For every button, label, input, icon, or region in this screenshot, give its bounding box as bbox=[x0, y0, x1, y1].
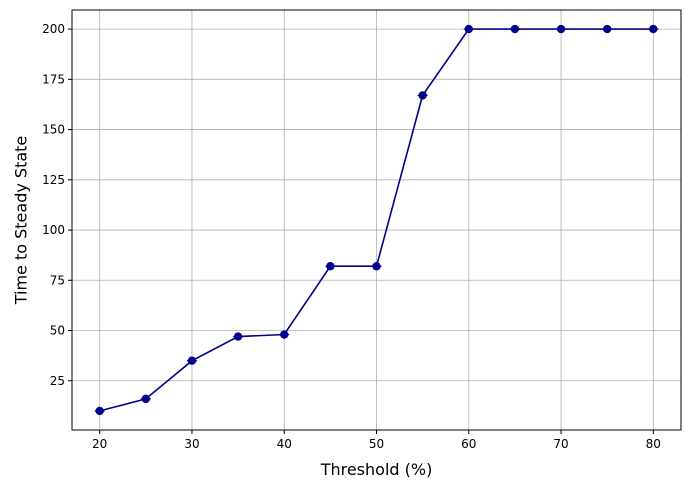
y-tick-label: 75 bbox=[50, 273, 65, 287]
ticks: 20 30 40 50 60 70 80 25 50 75 100 125 150 175 200 bbox=[42, 22, 661, 451]
x-tick-label: 40 bbox=[277, 437, 292, 451]
x-tick-label: 50 bbox=[369, 437, 384, 451]
y-tick-label: 100 bbox=[42, 223, 65, 237]
x-axis-title: Threshold (%) bbox=[320, 460, 433, 479]
x-tick-label: 70 bbox=[553, 437, 568, 451]
x-tick-label: 80 bbox=[646, 437, 661, 451]
data-layer bbox=[94, 24, 659, 416]
x-tick-label: 60 bbox=[461, 437, 476, 451]
x-tick-label: 30 bbox=[184, 437, 199, 451]
y-tick-label: 150 bbox=[42, 123, 65, 137]
y-axis-title: Time to Steady State bbox=[12, 136, 31, 306]
grid bbox=[72, 10, 681, 430]
y-tick-label: 175 bbox=[42, 72, 65, 86]
y-tick-label: 50 bbox=[50, 324, 65, 338]
y-tick-label: 125 bbox=[42, 173, 65, 187]
x-tick-label: 20 bbox=[92, 437, 107, 451]
y-tick-label: 200 bbox=[42, 22, 65, 36]
y-tick-label: 25 bbox=[50, 374, 65, 388]
